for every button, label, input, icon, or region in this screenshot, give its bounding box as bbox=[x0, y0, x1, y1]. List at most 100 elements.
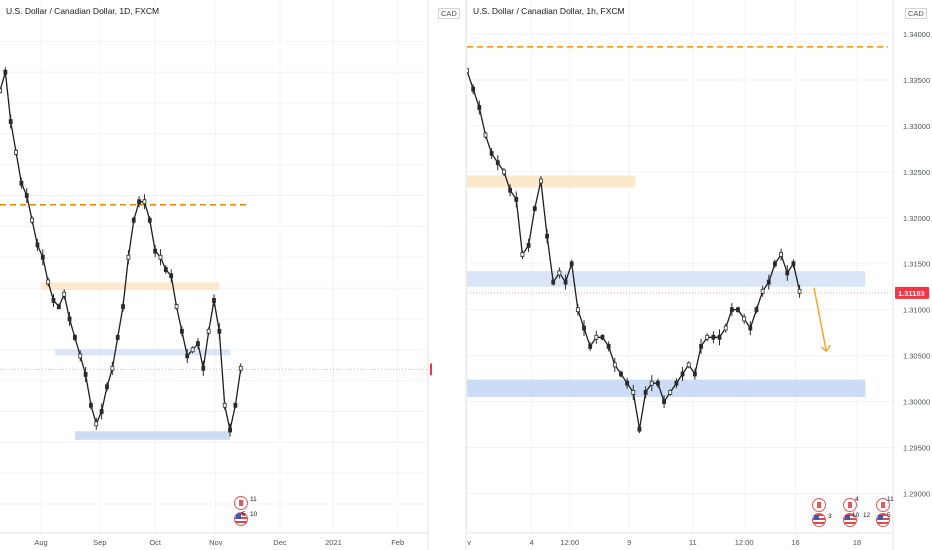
flag-ca-icon[interactable] bbox=[812, 498, 826, 512]
candle-body bbox=[557, 270, 562, 276]
x-tick-label: 2021 bbox=[325, 538, 342, 547]
candle-body bbox=[600, 334, 605, 340]
candle-body bbox=[766, 279, 771, 285]
candle-body bbox=[582, 325, 586, 331]
candle-body bbox=[217, 328, 222, 334]
candle-body bbox=[73, 335, 77, 340]
pane-separator[interactable] bbox=[465, 0, 467, 550]
y-tick-label: 1.33000 bbox=[903, 122, 930, 131]
candle-body bbox=[502, 169, 506, 175]
candle-body bbox=[563, 279, 568, 285]
candle-body bbox=[158, 254, 163, 260]
candle-body bbox=[467, 68, 469, 74]
price-series bbox=[467, 67, 802, 434]
candle-body bbox=[19, 180, 24, 186]
y-tick-label: 1.29500 bbox=[903, 444, 930, 453]
x-tick-label: 18 bbox=[853, 538, 861, 547]
candle-body bbox=[126, 254, 131, 260]
candle-body bbox=[686, 362, 691, 368]
x-tick-label: 12:00 bbox=[560, 538, 579, 547]
x-tick-label: ov bbox=[467, 538, 471, 547]
event-badges-left[interactable]: 11 5 10 bbox=[232, 496, 272, 530]
arrow-shaft bbox=[813, 287, 828, 352]
candle-body bbox=[56, 304, 61, 309]
candle-body bbox=[705, 334, 710, 340]
candle-body bbox=[619, 371, 623, 377]
price-zone bbox=[55, 349, 231, 356]
flag-us-icon[interactable] bbox=[876, 513, 890, 527]
last-price-tag bbox=[430, 363, 432, 376]
candle-body bbox=[94, 421, 99, 427]
candle-body bbox=[631, 389, 636, 395]
y-axis[interactable]: 1.34000 1.33500 1.33000 1.32500 1.32000 1.315… bbox=[895, 30, 930, 498]
candle-body bbox=[569, 261, 574, 267]
event-count: 10 bbox=[250, 511, 258, 518]
chart-pane-daily[interactable]: 1.365001.360001.355001.350001.345001.340… bbox=[0, 0, 460, 550]
candle-body bbox=[83, 372, 88, 377]
candle-body bbox=[46, 279, 51, 285]
zones bbox=[467, 175, 866, 397]
candle-body bbox=[89, 402, 93, 408]
x-tick-label: 4 bbox=[530, 538, 534, 547]
event-badges-right[interactable]: 3 4 10 12 11 5 bbox=[810, 496, 900, 530]
candle-body bbox=[520, 252, 525, 257]
candle-body bbox=[147, 217, 152, 223]
y-tick-label: 1.34000 bbox=[903, 30, 930, 39]
y-tick-label: 1.30000 bbox=[903, 398, 930, 407]
flag-us-icon[interactable] bbox=[843, 513, 857, 527]
candle-body bbox=[717, 334, 722, 340]
candle-body bbox=[526, 242, 531, 248]
price-series-line bbox=[0, 72, 242, 431]
candle-body bbox=[212, 298, 216, 303]
candle-body bbox=[779, 252, 784, 257]
price-zone bbox=[74, 431, 231, 440]
candle-body bbox=[532, 206, 537, 212]
candle-body bbox=[222, 402, 227, 408]
candle-body bbox=[754, 307, 759, 313]
flag-us-icon[interactable] bbox=[234, 512, 248, 526]
candle-body bbox=[649, 380, 654, 386]
chart-title: U.S. Dollar / Canadian Dollar, 1D, FXCM bbox=[6, 6, 160, 16]
event-count: 11 bbox=[250, 496, 257, 503]
price-zone bbox=[467, 271, 866, 287]
candle-body bbox=[699, 344, 703, 349]
candle-body bbox=[539, 178, 543, 184]
currency-label: CAD bbox=[905, 8, 927, 19]
candle-body bbox=[729, 307, 734, 313]
candle-body bbox=[67, 316, 72, 322]
candle-body bbox=[62, 291, 67, 297]
candle-body bbox=[121, 304, 125, 309]
y-tick-label: 1.32500 bbox=[903, 168, 930, 177]
event-count: 11 bbox=[887, 496, 894, 503]
candle-body bbox=[495, 160, 500, 166]
flag-ca-icon[interactable] bbox=[234, 496, 248, 510]
flag-ca-icon[interactable] bbox=[876, 498, 890, 512]
x-axis[interactable]: ov 4 12:00 9 11 12:00 16 18 bbox=[467, 538, 861, 547]
event-count: 4 bbox=[855, 496, 859, 503]
candle-body bbox=[545, 233, 549, 239]
candle-body bbox=[588, 344, 593, 349]
candle-body bbox=[51, 298, 56, 303]
x-tick-label: Nov bbox=[209, 538, 223, 547]
y-tick-label: 1.33500 bbox=[903, 76, 930, 85]
y-axis[interactable]: 1.365001.360001.355001.350001.345001.340… bbox=[430, 37, 432, 509]
candle-body bbox=[153, 248, 158, 254]
candle-body bbox=[163, 267, 168, 272]
candle-body bbox=[508, 187, 513, 193]
candle-body bbox=[477, 105, 482, 110]
candle-body bbox=[612, 362, 617, 368]
candle-body bbox=[228, 427, 232, 433]
candle-body bbox=[137, 199, 142, 205]
x-axis[interactable]: Aug Sep Oct Nov Dec 2021 Feb bbox=[34, 538, 404, 547]
candle-body bbox=[35, 242, 40, 248]
candle-body bbox=[190, 347, 195, 353]
candle-body bbox=[0, 88, 2, 94]
flag-us-icon[interactable] bbox=[812, 513, 826, 527]
flag-ca-icon[interactable] bbox=[843, 498, 857, 512]
event-count: 5 bbox=[887, 512, 891, 519]
chart-pane-hourly[interactable]: 1.34000 1.33500 1.33000 1.32500 1.32000 1.315… bbox=[467, 0, 932, 550]
candle-body bbox=[105, 384, 109, 390]
event-count: 3 bbox=[828, 513, 832, 520]
candle-body bbox=[471, 86, 476, 92]
candle-body bbox=[14, 149, 18, 155]
